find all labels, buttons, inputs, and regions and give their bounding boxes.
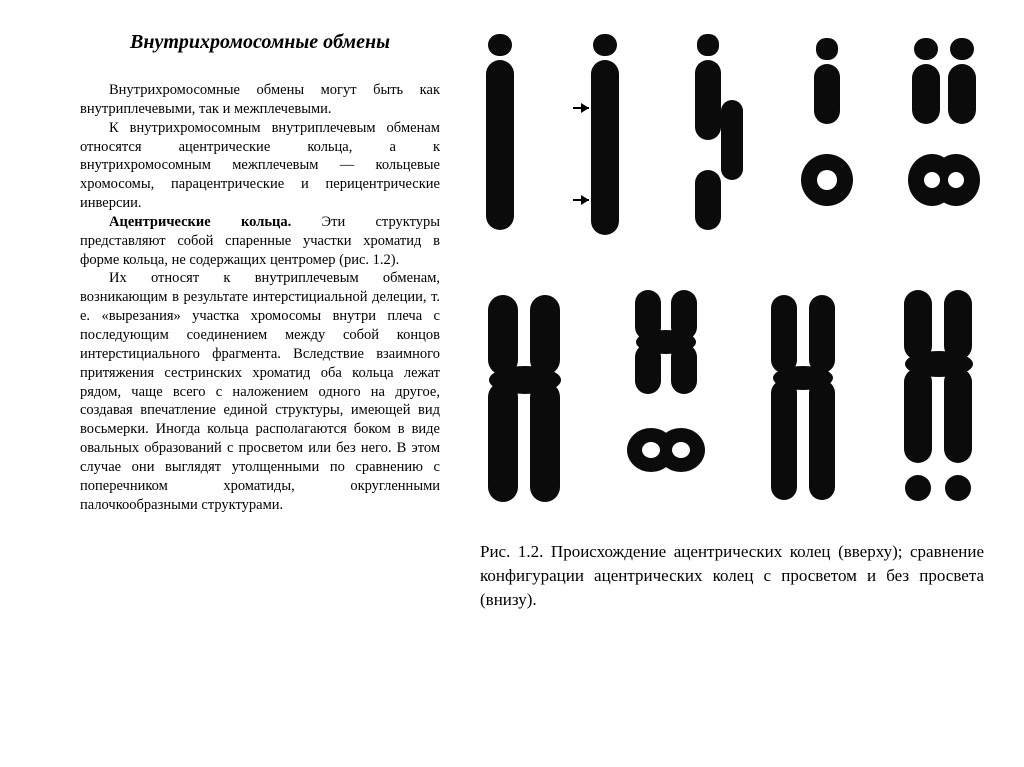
figure-column: Рис. 1.2. Происхождение ацентрических ко… [480, 30, 984, 611]
chromosome-x-2 [763, 290, 843, 510]
chromosome-rod-1 [480, 30, 520, 250]
paragraph-4: Их относят к внутриплечевым обменам, воз… [80, 269, 440, 514]
paragraph-3: Ацентрические кольца. Эти структуры пред… [80, 213, 440, 270]
paragraph-2: К внутрихромосомным внутриплечевым обмен… [80, 119, 440, 213]
figure-area [480, 30, 984, 500]
page: Внутрихромосомные обмены Внутрихромосомн… [0, 0, 1024, 631]
text-column: Внутрихромосомные обмены Внутрихромосомн… [80, 30, 440, 611]
figure-bottom-row [480, 300, 984, 500]
chromosome-small-x-fig8 [621, 290, 711, 510]
chromosome-x-dots [894, 290, 984, 510]
chromosome-rod-fragment [691, 30, 747, 250]
chromosome-rod-arrows [571, 30, 641, 250]
figure-top-row [480, 40, 984, 240]
chromosome-x-1 [480, 290, 570, 510]
chromosome-short-ring [798, 30, 854, 250]
chromosome-double-ring [904, 30, 984, 250]
section-title: Внутрихромосомные обмены [80, 30, 440, 55]
paragraph-3-bold: Ацентрические кольца. [109, 214, 291, 230]
paragraph-1: Внутрихромосомные обмены могут быть как … [80, 81, 440, 119]
figure-caption: Рис. 1.2. Происхождение ацентрических ко… [480, 540, 984, 611]
